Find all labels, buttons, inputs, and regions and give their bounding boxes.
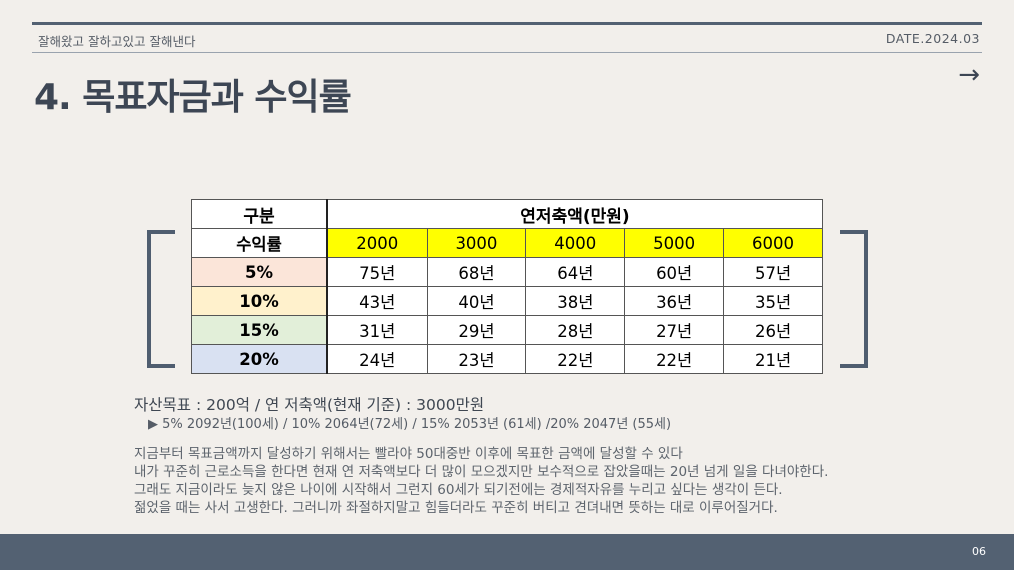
date-label: DATE.2024.03 [885,31,980,46]
years-cell: 21년 [723,344,823,374]
goal-year-detail: ▶ 5% 2092년(100세) / 10% 2064년(72세) / 15% … [148,417,672,432]
amount-cell: 3000 [426,228,527,258]
amount-cell: 5000 [624,228,725,258]
body-paragraph: 지금부터 목표금액까지 달성하기 위해서는 빨라야 50대중반 이후에 목표한 … [134,445,954,517]
years-cell: 38년 [525,286,626,316]
header-divider [32,52,982,53]
years-cell: 31년 [326,315,428,345]
left-bracket-decoration [147,230,175,368]
years-cell: 22년 [624,344,725,374]
years-cell: 35년 [723,286,823,316]
years-cell: 29년 [426,315,527,345]
returns-table: 구분 연저축액(만원) 수익률 2000 3000 4000 5000 6000… [191,199,823,374]
page-title: 4. 목표자금과 수익률 [34,77,352,118]
amount-row: 수익률 2000 3000 4000 5000 6000 [191,228,823,258]
group-header: 연저축액(만원) [326,199,823,229]
years-cell: 43년 [326,286,428,316]
amount-cell: 6000 [723,228,823,258]
arrow-right-icon[interactable]: → [958,60,980,90]
years-cell: 60년 [624,257,725,287]
body-line: 지금부터 목표금액까지 달성하기 위해서는 빨라야 50대중반 이후에 목표한 … [134,446,683,462]
years-cell: 40년 [426,286,527,316]
table-row: 20% 24년 23년 22년 22년 21년 [191,344,823,374]
rate-label: 15% [191,315,328,345]
right-bracket-decoration [840,230,868,368]
footer-bar: 06 [0,534,1014,570]
years-cell: 24년 [326,344,428,374]
body-line: 내가 꾸준히 근로소득을 한다면 현재 연 저축액보다 더 많이 모으겠지만 보… [134,464,829,480]
table-row: 15% 31년 29년 28년 27년 26년 [191,315,823,345]
years-cell: 26년 [723,315,823,345]
body-line: 젊었을 때는 사서 고생한다. 그러니까 좌절하지말고 힘들더라도 꾸준히 버티… [134,500,778,516]
corner-label: 구분 [191,199,328,229]
years-cell: 23년 [426,344,527,374]
top-rule [32,22,982,25]
years-cell: 27년 [624,315,725,345]
amount-cell: 2000 [326,228,428,258]
years-cell: 22년 [525,344,626,374]
body-line: 그래도 지금이라도 늦지 않은 나이에 시작해서 그런지 60세가 되기전에는 … [134,482,783,498]
amount-cell: 4000 [525,228,626,258]
years-cell: 28년 [525,315,626,345]
rate-label: 20% [191,344,328,374]
slogan: 잘해왔고 잘하고있고 잘해낸다 [38,34,196,49]
years-cell: 64년 [525,257,626,287]
table-header-row: 구분 연저축액(만원) [191,199,823,229]
years-cell: 36년 [624,286,725,316]
years-cell: 68년 [426,257,527,287]
years-cell: 75년 [326,257,428,287]
rate-label: 10% [191,286,328,316]
row-header-label: 수익률 [191,228,328,258]
rate-label: 5% [191,257,328,287]
table-row: 10% 43년 40년 38년 36년 35년 [191,286,823,316]
page-number: 06 [972,545,986,558]
table-row: 5% 75년 68년 64년 60년 57년 [191,257,823,287]
years-cell: 57년 [723,257,823,287]
asset-goal-summary: 자산목표 : 200억 / 연 저축액(현재 기준) : 3000만원 [134,396,485,414]
